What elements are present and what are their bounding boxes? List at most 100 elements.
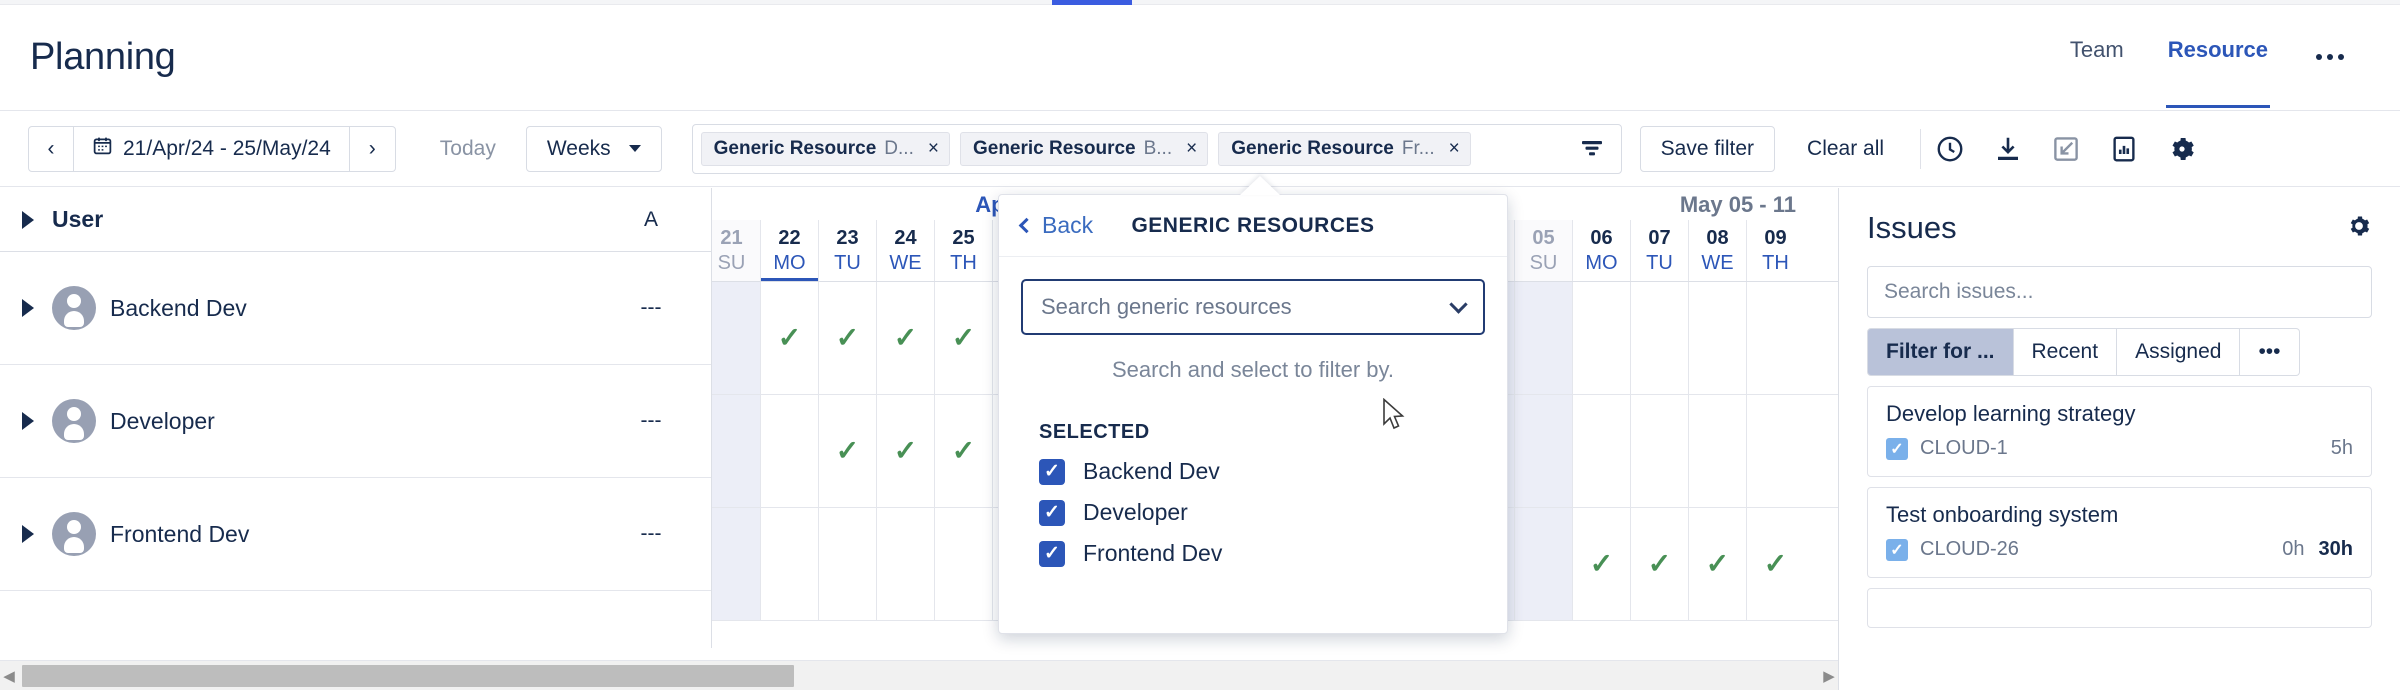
gear-icon[interactable] [2153, 123, 2211, 175]
timeline-cell[interactable]: ✓ [818, 282, 876, 394]
timeline-cell[interactable] [1688, 282, 1746, 394]
selected-item-checkbox[interactable]: ✓ [1039, 499, 1065, 526]
timeline-day-cell[interactable]: 25 TH [934, 220, 992, 281]
timeline-cell[interactable] [1688, 395, 1746, 507]
issue-checkbox[interactable]: ✓ [1886, 538, 1908, 561]
filter-chip[interactable]: Generic Resource D... × [700, 131, 950, 166]
timeline-cell[interactable]: ✓ [1746, 508, 1804, 620]
popup-selected-label: SELECTED [1039, 421, 1150, 443]
scrollbar-track[interactable] [18, 663, 1820, 689]
timeline-cell[interactable] [760, 395, 818, 507]
expand-row-icon[interactable] [22, 412, 34, 430]
filter-chip[interactable]: Generic Resource Fr... × [1218, 131, 1471, 166]
timeline-cell[interactable] [1514, 395, 1572, 507]
clear-all-button[interactable]: Clear all [1807, 136, 1885, 160]
timeline-cell[interactable] [934, 508, 992, 620]
timeline-cell[interactable]: ✓ [876, 282, 934, 394]
issue-card[interactable]: Develop learning strategy ✓ CLOUD-1 5h [1867, 386, 2372, 477]
search-issues-input[interactable]: Search issues... [1867, 266, 2372, 318]
timeline-cell[interactable] [992, 508, 1050, 620]
timeline-day-cell[interactable]: 08 WE [1688, 220, 1746, 281]
selected-item-checkbox[interactable]: ✓ [1039, 458, 1065, 485]
timeline-cell[interactable] [760, 508, 818, 620]
generic-resource-search-input[interactable]: Search generic resources [1021, 279, 1485, 335]
timeline-cell[interactable] [1514, 282, 1572, 394]
issue-card[interactable] [1867, 588, 2372, 628]
chart-icon[interactable] [2095, 123, 2153, 175]
tab-resource[interactable]: Resource [2146, 32, 2290, 108]
day-number: 07 [1648, 227, 1671, 250]
tab-team[interactable]: Team [2069, 37, 2124, 62]
scroll-left-icon[interactable]: ◀ [3, 667, 15, 685]
scrollbar-thumb[interactable] [22, 664, 794, 687]
timeline-cell[interactable] [876, 508, 934, 620]
timeline-cell[interactable] [712, 395, 760, 507]
timeline-cell[interactable] [1572, 282, 1630, 394]
chip-remove-icon[interactable]: × [927, 137, 939, 159]
tab-assigned[interactable]: Assigned [2117, 328, 2241, 376]
filter-chip[interactable]: Generic Resource B... × [959, 131, 1209, 166]
selected-item-label: Developer [1083, 499, 1188, 525]
date-range-button[interactable]: 21/Apr/24 - 25/May/24 [74, 125, 350, 172]
day-weekday: WE [889, 251, 922, 274]
export-icon[interactable] [2037, 123, 2095, 175]
table-row[interactable]: Frontend Dev --- [0, 478, 711, 591]
prev-period-button[interactable]: ‹ [28, 125, 74, 172]
timeline-cell[interactable]: ✓ [818, 395, 876, 507]
issue-checkbox[interactable]: ✓ [1886, 437, 1908, 460]
timeline-day-cell[interactable]: 07 TU [1630, 220, 1688, 281]
zoom-level-select[interactable]: Weeks [525, 125, 662, 172]
chip-remove-icon[interactable]: × [1448, 137, 1460, 159]
issue-card[interactable]: Test onboarding system ✓ CLOUD-26 0h 30h [1867, 487, 2372, 578]
issues-settings-gear-icon[interactable] [2346, 213, 2372, 244]
table-row[interactable]: Backend Dev --- [0, 252, 711, 365]
timeline-cell[interactable]: ✓ [1572, 508, 1630, 620]
timeline-cell[interactable] [818, 508, 876, 620]
timeline-cell[interactable] [1746, 282, 1804, 394]
timeline-day-cell[interactable]: 05 SU [1514, 220, 1572, 281]
timeline-cell[interactable] [712, 282, 760, 394]
table-row[interactable]: Developer --- [0, 365, 711, 478]
timeline-cell[interactable] [1572, 395, 1630, 507]
day-number: 25 [952, 227, 975, 250]
save-filter-button[interactable]: Save filter [1639, 125, 1776, 172]
filter-icon[interactable] [1571, 132, 1613, 166]
today-button[interactable]: Today [439, 136, 496, 160]
timeline-cell[interactable] [712, 508, 760, 620]
header-more-button[interactable] [2290, 32, 2370, 82]
chevron-down-icon[interactable] [1449, 294, 1468, 314]
download-icon[interactable] [1979, 123, 2037, 175]
timeline-cell[interactable] [1630, 282, 1688, 394]
timeline-cell[interactable]: ✓ [934, 282, 992, 394]
selected-item-checkbox[interactable]: ✓ [1039, 540, 1065, 567]
timeline-cell[interactable]: ✓ [934, 395, 992, 507]
selected-item[interactable]: ✓ Developer [1039, 499, 1507, 526]
selected-item[interactable]: ✓ Frontend Dev [1039, 540, 1507, 567]
timeline-cell[interactable] [1630, 395, 1688, 507]
timeline-day-cell[interactable]: 22 MO [760, 220, 818, 281]
next-period-button[interactable]: › [349, 125, 396, 172]
expand-row-icon[interactable] [22, 525, 34, 543]
timeline-day-cell[interactable]: 06 MO [1572, 220, 1630, 281]
tab-recent[interactable]: Recent [2013, 328, 2118, 376]
clock-icon[interactable] [1921, 123, 1979, 175]
timeline-cell[interactable]: ✓ [760, 282, 818, 394]
chip-remove-icon[interactable]: × [1186, 137, 1198, 159]
timeline-cell[interactable]: ✓ [1630, 508, 1688, 620]
timeline-day-cell[interactable]: 09 TH [1746, 220, 1804, 281]
timeline-cell[interactable] [1746, 395, 1804, 507]
timeline-cell[interactable] [1514, 508, 1572, 620]
scroll-right-icon[interactable]: ▶ [1823, 667, 1835, 685]
timeline-day-cell[interactable]: 23 TU [818, 220, 876, 281]
expand-row-icon[interactable] [22, 299, 34, 317]
timeline-day-cell[interactable]: 24 WE [876, 220, 934, 281]
expand-all-icon[interactable] [22, 210, 34, 229]
horizontal-scrollbar[interactable]: ◀ ▶ [0, 660, 1838, 690]
tab-more[interactable]: ••• [2240, 328, 2300, 376]
timeline-cell[interactable]: ✓ [876, 395, 934, 507]
tab-filter-for[interactable]: Filter for ... [1867, 328, 2014, 376]
selected-item[interactable]: ✓ Backend Dev [1039, 458, 1507, 485]
timeline-day-cell[interactable]: 21 SU [712, 220, 760, 281]
timeline-cell[interactable]: ✓ [1688, 508, 1746, 620]
popup-back-button[interactable]: Back [1018, 212, 1093, 239]
